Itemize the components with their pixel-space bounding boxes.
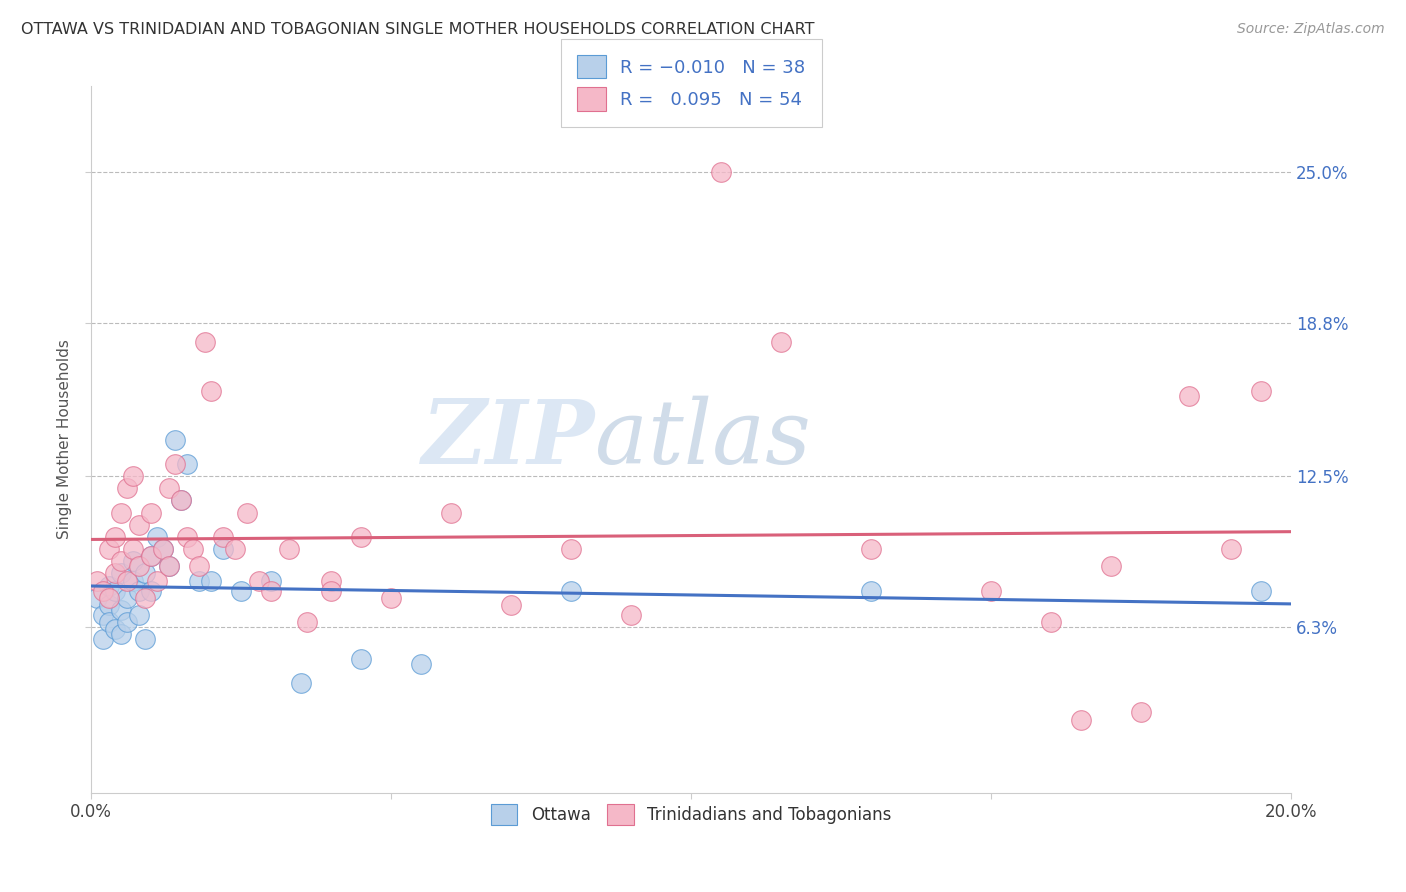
Point (1250, 583, 1272, 598)
Point (200, 384, 222, 398)
Point (350, 530, 373, 544)
Point (163, 457, 186, 471)
Point (260, 574, 283, 588)
Point (115, 481, 138, 495)
Point (86, 574, 108, 588)
Point (163, 433, 186, 447)
Point (350, 651, 373, 665)
Point (128, 607, 150, 622)
Point (1040, 615, 1063, 629)
Point (170, 493, 193, 508)
Point (97, 542, 120, 557)
Point (319, 574, 342, 588)
Point (104, 583, 127, 598)
Point (157, 559, 180, 574)
Point (499, 598, 522, 612)
Point (115, 574, 138, 588)
Point (295, 615, 318, 629)
Text: atlas: atlas (595, 396, 811, 483)
Point (128, 559, 150, 574)
Point (560, 583, 582, 598)
Point (139, 583, 162, 598)
Point (122, 554, 145, 568)
Point (170, 493, 193, 508)
Text: Source: ZipAtlas.com: Source: ZipAtlas.com (1237, 22, 1385, 37)
Point (1178, 389, 1201, 403)
Point (122, 574, 145, 588)
Point (1070, 713, 1092, 727)
Point (152, 542, 174, 557)
Point (139, 549, 162, 564)
Point (260, 583, 283, 598)
Point (157, 559, 180, 574)
Point (157, 481, 180, 495)
Point (122, 542, 145, 557)
Point (1220, 542, 1243, 557)
Point (134, 566, 156, 581)
Text: ZIP: ZIP (422, 396, 595, 483)
Point (176, 457, 198, 471)
Point (104, 530, 127, 544)
Legend: Ottawa, Trinidadians and Tobagonians: Ottawa, Trinidadians and Tobagonians (482, 796, 900, 834)
Point (122, 469, 145, 483)
Point (860, 542, 883, 557)
Point (97, 579, 120, 593)
Point (188, 574, 211, 588)
Point (128, 583, 150, 598)
Point (980, 583, 1002, 598)
Point (115, 615, 138, 629)
Text: OTTAWA VS TRINIDADIAN AND TOBAGONIAN SINGLE MOTHER HOUSEHOLDS CORRELATION CHART: OTTAWA VS TRINIDADIAN AND TOBAGONIAN SIN… (21, 22, 814, 37)
Point (97, 598, 120, 612)
Point (110, 627, 132, 641)
Point (104, 623, 127, 637)
Point (380, 591, 402, 605)
Point (115, 591, 138, 605)
Point (860, 583, 883, 598)
Point (236, 506, 259, 520)
Point (110, 554, 132, 568)
Point (229, 583, 252, 598)
Point (134, 632, 156, 647)
Point (97, 615, 120, 629)
Point (710, 164, 733, 178)
Point (91, 583, 114, 598)
Point (181, 542, 204, 557)
Point (110, 506, 132, 520)
Point (91, 607, 114, 622)
Point (770, 335, 793, 350)
Point (128, 517, 150, 532)
Point (319, 583, 342, 598)
Point (152, 542, 174, 557)
Point (134, 591, 156, 605)
Point (104, 566, 127, 581)
Point (139, 506, 162, 520)
Point (146, 574, 169, 588)
Point (290, 676, 312, 690)
Point (212, 530, 235, 544)
Point (194, 335, 217, 350)
Point (1099, 559, 1122, 574)
Point (212, 542, 235, 557)
Point (1250, 384, 1272, 398)
Point (91, 632, 114, 647)
Point (200, 574, 222, 588)
Point (278, 542, 301, 557)
Point (620, 607, 643, 622)
Point (188, 559, 211, 574)
Point (247, 574, 270, 588)
Point (110, 603, 132, 617)
Point (86, 591, 108, 605)
Point (409, 657, 432, 671)
Point (560, 542, 582, 557)
Y-axis label: Single Mother Households: Single Mother Households (58, 340, 72, 540)
Point (139, 549, 162, 564)
Point (146, 530, 169, 544)
Point (176, 530, 198, 544)
Point (1130, 706, 1153, 720)
Point (97, 591, 120, 605)
Point (440, 506, 463, 520)
Point (224, 542, 246, 557)
Point (110, 566, 132, 581)
